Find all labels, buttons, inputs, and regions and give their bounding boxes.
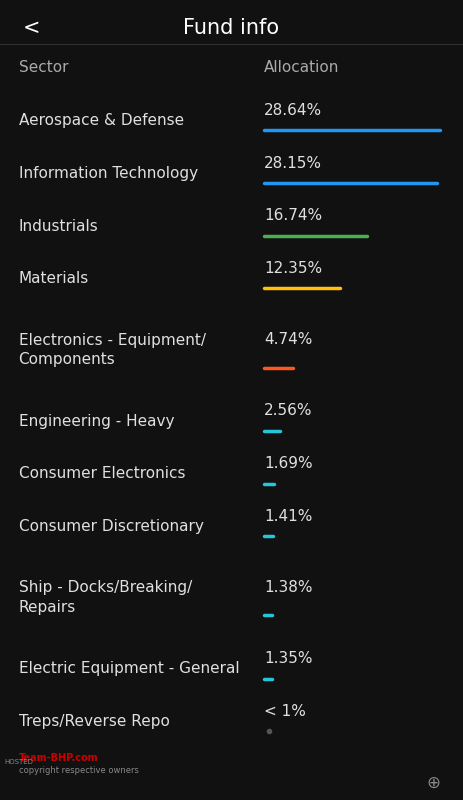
Text: 16.74%: 16.74% (264, 208, 322, 223)
Text: Electronics - Equipment/
Components: Electronics - Equipment/ Components (19, 333, 206, 367)
Text: Industrials: Industrials (19, 218, 98, 234)
Text: 1.35%: 1.35% (264, 651, 313, 666)
Text: 2.56%: 2.56% (264, 403, 313, 418)
Text: copyright respective owners: copyright respective owners (19, 766, 138, 775)
Text: Information Technology: Information Technology (19, 166, 198, 181)
Text: Electric Equipment - General: Electric Equipment - General (19, 662, 239, 677)
Text: <: < (23, 18, 41, 38)
Text: Ship - Docks/Breaking/
Repairs: Ship - Docks/Breaking/ Repairs (19, 580, 192, 615)
Text: 28.64%: 28.64% (264, 103, 322, 118)
Text: 12.35%: 12.35% (264, 261, 322, 276)
Text: 4.74%: 4.74% (264, 332, 312, 347)
Text: Consumer Discretionary: Consumer Discretionary (19, 519, 203, 534)
Text: 1.69%: 1.69% (264, 456, 313, 471)
Text: Team-BHP.com: Team-BHP.com (19, 754, 98, 763)
Text: 1.41%: 1.41% (264, 509, 312, 524)
Text: Allocation: Allocation (264, 61, 339, 75)
Text: Engineering - Heavy: Engineering - Heavy (19, 414, 174, 429)
Text: Aerospace & Defense: Aerospace & Defense (19, 114, 184, 128)
Text: HOSTED: HOSTED (5, 758, 33, 765)
Text: 28.15%: 28.15% (264, 155, 322, 170)
Text: Sector: Sector (19, 61, 68, 75)
Text: Consumer Electronics: Consumer Electronics (19, 466, 185, 482)
Text: Materials: Materials (19, 271, 89, 286)
Text: 1.38%: 1.38% (264, 580, 313, 595)
Text: Fund info: Fund info (183, 18, 280, 38)
Text: Treps/Reverse Repo: Treps/Reverse Repo (19, 714, 169, 729)
Text: ⊕: ⊕ (426, 774, 440, 791)
Text: < 1%: < 1% (264, 704, 306, 718)
